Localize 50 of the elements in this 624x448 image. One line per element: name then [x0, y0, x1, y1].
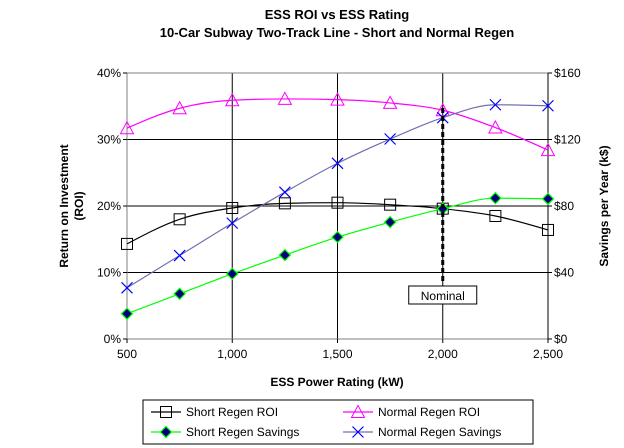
- y2-tick-label: $40: [554, 266, 574, 280]
- point: [541, 143, 555, 156]
- legend-label: Normal Regen ROI: [378, 405, 480, 419]
- legend-label: Short Regen ROI: [186, 405, 278, 419]
- y-tick-label: 40%: [96, 66, 122, 80]
- point: [489, 192, 502, 204]
- legend-label: Short Regen Savings: [186, 425, 300, 439]
- y-axis-title: Return on Investment (ROI): [57, 144, 86, 268]
- point: [331, 230, 344, 244]
- point: [436, 103, 450, 116]
- point: [278, 92, 292, 105]
- point: [489, 210, 502, 222]
- y-tick-label: 30%: [96, 132, 122, 146]
- point: [542, 224, 554, 236]
- y2-tick-label: $0: [554, 332, 568, 346]
- x-tick-label: 2,500: [532, 347, 564, 361]
- point: [174, 213, 186, 226]
- y-tick-label: 10%: [96, 266, 122, 280]
- point: [384, 198, 396, 211]
- chart-title: ESS ROI vs ESS Rating: [264, 7, 410, 22]
- point: [174, 288, 186, 300]
- x-axis-title: ESS Power Rating (kW): [270, 375, 404, 389]
- x-tick-label: 500: [116, 347, 138, 361]
- ref-line-label: Nominal: [420, 289, 465, 303]
- point: [121, 238, 133, 250]
- point: [226, 202, 238, 214]
- point: [120, 308, 134, 320]
- point: [332, 196, 344, 209]
- y2-tick-label: $160: [554, 66, 582, 80]
- y2-tick-label: $120: [554, 132, 582, 146]
- y2-axis-title: Savings per Year (k$): [597, 145, 611, 267]
- point: [225, 93, 240, 106]
- y-tick-label: 0%: [104, 332, 122, 346]
- point: [172, 101, 187, 114]
- y2-tick-label: $80: [554, 199, 574, 213]
- x-tick-label: 2,000: [428, 347, 458, 361]
- y-tick-label: 20%: [96, 199, 122, 213]
- point: [278, 197, 291, 210]
- point: [383, 96, 398, 109]
- point: [330, 92, 344, 106]
- point: [120, 121, 134, 134]
- x-tick-label: 1,500: [322, 347, 353, 361]
- point: [542, 192, 554, 205]
- point: [278, 248, 291, 262]
- legend-label: Normal Regen Savings: [378, 425, 502, 439]
- x-tick-label: 1,000: [217, 347, 248, 361]
- point: [226, 268, 238, 280]
- point: [384, 216, 396, 228]
- chart-subtitle: 10-Car Subway Two-Track Line - Short and Normal Regen: [160, 25, 514, 40]
- point: [488, 120, 502, 134]
